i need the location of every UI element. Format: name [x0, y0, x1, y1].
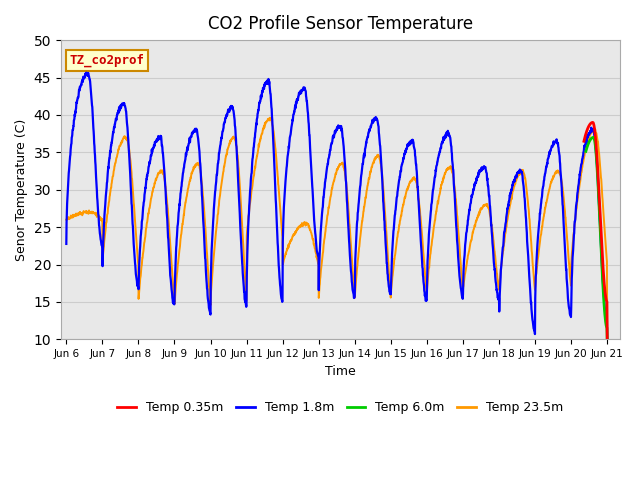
- Title: CO2 Profile Sensor Temperature: CO2 Profile Sensor Temperature: [208, 15, 473, 33]
- Legend: Temp 0.35m, Temp 1.8m, Temp 6.0m, Temp 23.5m: Temp 0.35m, Temp 1.8m, Temp 6.0m, Temp 2…: [113, 396, 568, 420]
- Y-axis label: Senor Temperature (C): Senor Temperature (C): [15, 119, 28, 261]
- Text: TZ_co2prof: TZ_co2prof: [69, 54, 144, 67]
- X-axis label: Time: Time: [325, 365, 356, 378]
